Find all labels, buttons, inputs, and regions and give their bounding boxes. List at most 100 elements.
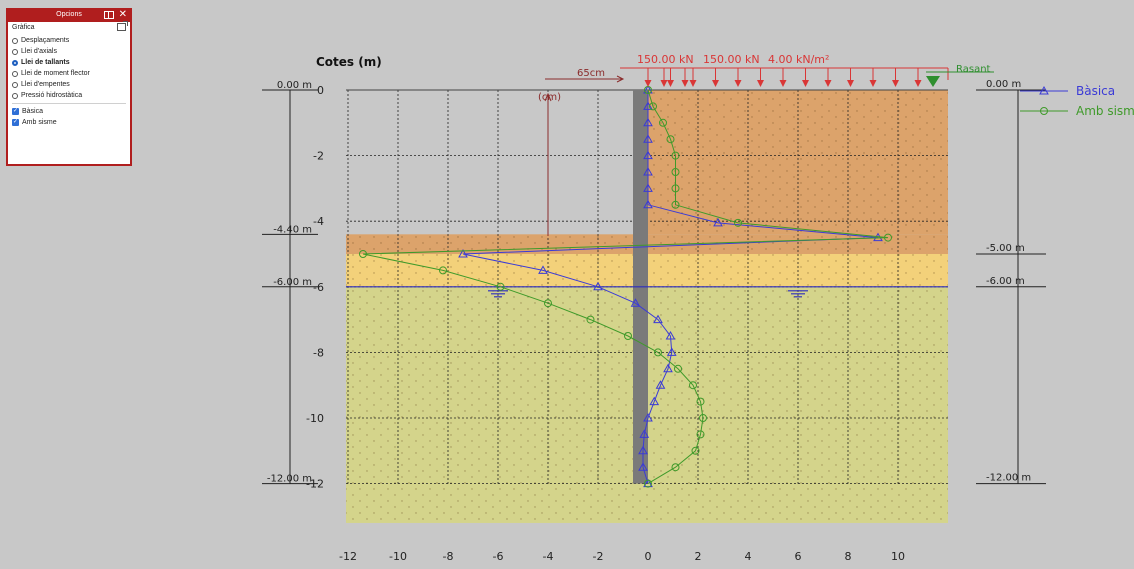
load-arrow-icon — [734, 80, 742, 87]
data-point-amb-sisme — [689, 381, 697, 390]
radio-selected-icon[interactable] — [12, 59, 18, 66]
x-tick-label: 8 — [845, 550, 852, 563]
data-point-basica — [713, 217, 723, 227]
radio-option-desplacaments[interactable]: Desplaçaments — [8, 35, 130, 46]
option-label: Bàsica — [22, 108, 44, 115]
data-point-basica — [666, 347, 677, 356]
data-point-amb-sisme — [659, 118, 667, 127]
radio-icon[interactable] — [12, 48, 18, 55]
data-point-amb-sisme — [666, 135, 675, 144]
right-level-label: -6.00 m — [986, 276, 1025, 287]
left-level-label: 0.00 m — [277, 80, 312, 91]
data-point-amb-sisme — [671, 184, 680, 193]
x-tick-label: -2 — [593, 550, 604, 563]
data-point-basica — [458, 248, 468, 258]
data-point-amb-sisme — [699, 414, 707, 422]
legend-marker-triangle-icon — [1039, 85, 1049, 95]
arrow-right-icon — [616, 75, 625, 83]
data-point-basica — [638, 445, 648, 455]
data-point-amb-sisme — [884, 233, 892, 242]
data-point-amb-sisme — [671, 463, 680, 472]
radio-option-moment-flector[interactable]: Llei de moment flector — [8, 68, 130, 79]
data-point-basica — [643, 134, 653, 143]
option-label: Llei de moment flector — [21, 70, 90, 77]
data-point-amb-sisme — [649, 102, 657, 111]
options-section-header: Gràfica — [8, 21, 130, 35]
left-level-label: -12.00 m — [267, 474, 312, 485]
option-label: Llei de tallants — [21, 59, 70, 66]
option-label: Llei d'axials — [21, 48, 57, 55]
legend-label: Bàsica — [1076, 84, 1115, 98]
arrow-up-icon — [544, 92, 552, 102]
data-point-basica — [643, 150, 653, 160]
checkbox-checked-icon[interactable]: ✓ — [12, 108, 19, 115]
checkbox-checked-icon[interactable]: ✓ — [12, 119, 19, 126]
radio-icon[interactable] — [12, 70, 18, 77]
export-icon[interactable] — [117, 21, 128, 31]
radio-option-tallants[interactable]: Llei de tallants — [8, 57, 130, 68]
wall-thickness-label: 65cm — [577, 68, 605, 79]
radio-icon[interactable] — [12, 92, 18, 99]
data-point-amb-sisme — [696, 430, 705, 439]
radio-option-pressio-hidrostatica[interactable]: Pressió hidrostàtica — [8, 90, 130, 101]
data-point-basica — [538, 265, 548, 274]
series-line-basica — [462, 90, 879, 484]
options-titlebar[interactable]: Opcions ✕ — [8, 9, 130, 22]
book-icon[interactable] — [104, 11, 114, 19]
x-tick-label: -12 — [339, 550, 357, 563]
load-arrow-icon — [892, 80, 899, 87]
y-tick-label: -4 — [313, 215, 324, 228]
ground-label: Rasant — [956, 64, 991, 75]
x-tick-label: -6 — [493, 550, 504, 563]
load-arrow-icon — [914, 80, 922, 87]
data-point-basica — [643, 183, 653, 192]
legend-marker-circle-icon — [1040, 107, 1048, 115]
option-label: Desplaçaments — [21, 37, 70, 44]
x-tick-label: 10 — [891, 550, 905, 563]
soil-texture-left — [346, 234, 648, 523]
option-label: Pressió hidrostàtica — [21, 92, 83, 99]
left-level-label: -6.00 m — [273, 277, 312, 288]
series-lines — [359, 84, 892, 488]
data-point-basica — [655, 380, 666, 389]
level-markers: 0.00 m -4.40 m -6.00 m -12.00 m 0.00 m -5.00 … — [262, 79, 1046, 485]
x-tick-label: 6 — [795, 550, 802, 563]
data-point-amb-sisme — [734, 218, 742, 227]
options-panel[interactable]: Opcions ✕ Gràfica Desplaçaments Llei d'a… — [6, 8, 132, 166]
x-tick-label: 0 — [645, 550, 652, 563]
point-load-arrow-icon — [681, 80, 689, 87]
data-point-basica — [653, 314, 663, 324]
data-point-basica — [639, 429, 650, 438]
radio-icon[interactable] — [12, 81, 18, 88]
load-arrow-icon — [712, 80, 719, 87]
checkbox-amb-sisme[interactable]: ✓ Amb sisme — [8, 117, 130, 128]
water-table-icon — [788, 290, 808, 298]
load-arrow-icon — [802, 80, 809, 87]
x-tick-label: -4 — [543, 550, 554, 563]
checkbox-basica[interactable]: ✓ Bàsica — [8, 106, 130, 117]
radio-icon[interactable] — [12, 37, 18, 44]
legend: Bàsica Amb sisme — [1020, 84, 1134, 118]
close-icon[interactable]: ✕ — [118, 9, 127, 20]
data-point-basica — [643, 412, 653, 422]
data-point-amb-sisme — [359, 250, 367, 258]
data-point-amb-sisme — [671, 151, 680, 160]
data-point-amb-sisme — [654, 348, 662, 357]
data-point-basica — [638, 462, 648, 471]
y-axis-title: Cotes (m) — [316, 55, 382, 69]
data-point-amb-sisme — [696, 397, 705, 406]
data-point-basica — [630, 298, 641, 307]
radio-option-empentes[interactable]: Llei d'empentes — [8, 79, 130, 90]
load-arrow-icon — [869, 80, 877, 87]
load-arrow-icon — [824, 80, 832, 87]
data-point-basica — [593, 281, 603, 291]
y-tick-label: -8 — [313, 346, 324, 359]
series-line-amb-sisme — [362, 89, 889, 485]
data-point-amb-sisme — [671, 168, 680, 176]
x-tick-label: -10 — [389, 550, 407, 563]
radio-option-axials[interactable]: Llei d'axials — [8, 46, 130, 57]
ground-marker-icon — [926, 76, 940, 87]
y-tick-label: -10 — [306, 412, 324, 425]
